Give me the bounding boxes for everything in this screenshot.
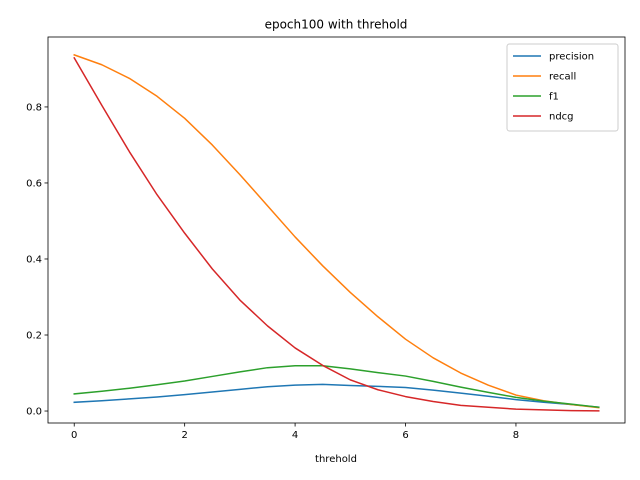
- y-tick-label: 0.2: [26, 331, 42, 342]
- plot-frame: [47, 36, 626, 424]
- y-tick-label: 0.4: [26, 254, 42, 265]
- plot-lines: [73, 53, 600, 412]
- chart-title: epoch100 with threhold: [265, 18, 408, 32]
- y-tick-label: 0.0: [26, 407, 42, 418]
- y-tick-label: 0.6: [26, 178, 42, 189]
- legend-box: [506, 43, 619, 132]
- x-tick-label: 6: [402, 430, 408, 441]
- legend-label-f1: f1: [549, 92, 559, 103]
- legend-label-recall: recall: [549, 72, 576, 83]
- legend-label-precision: precision: [549, 52, 594, 63]
- x-tick-label: 8: [513, 430, 519, 441]
- x-tick-label: 2: [181, 430, 187, 441]
- x-axis-label: threhold: [315, 454, 357, 465]
- series-line-precision: [73, 383, 600, 409]
- x-tick-label: 4: [292, 430, 298, 441]
- x-tick-label: 0: [71, 430, 77, 441]
- axes: 0 2 4 6 8 0.0 0.2 0.4 0.6 0.8: [26, 36, 626, 441]
- series-line-f1: [73, 365, 600, 409]
- legend-label-ndcg: ndcg: [549, 112, 574, 123]
- legend: precision recall f1 ndcg: [506, 43, 619, 132]
- y-tick-label: 0.8: [26, 102, 42, 113]
- series-line-recall: [73, 53, 600, 409]
- series-line-ndcg: [73, 56, 600, 412]
